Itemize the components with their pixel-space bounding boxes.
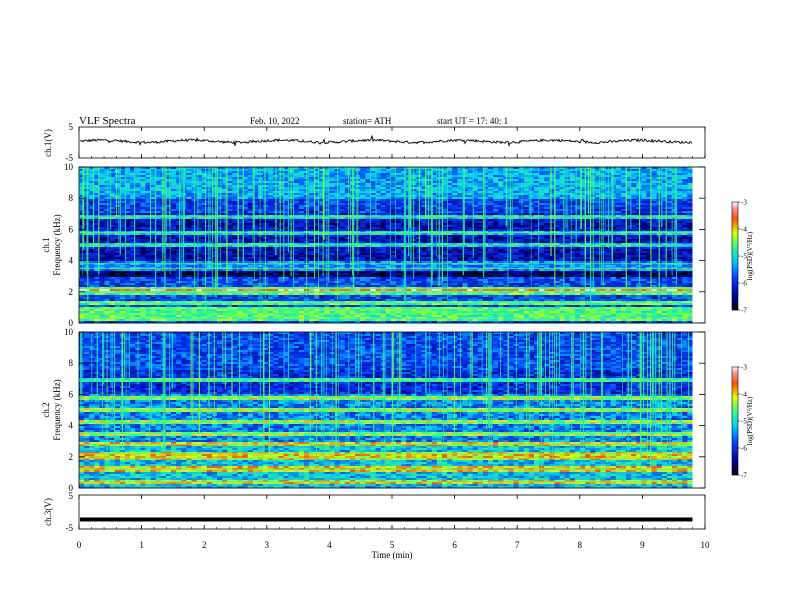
- header-station: station= ATH: [343, 116, 392, 126]
- ch1-waveform-frame: [79, 127, 705, 158]
- ch1-waveform-panel: 5 -5 ch.1(V): [43, 122, 705, 163]
- ch1-waveform-trace: [80, 136, 692, 146]
- ch1-spectrogram-image: [79, 167, 705, 323]
- header-date: Feb. 10, 2022: [250, 116, 300, 126]
- header-start-ut: start UT = 17: 40: 1: [437, 116, 508, 126]
- ch1-waveform-ylabel: ch.1(V): [43, 129, 53, 157]
- vlf-spectra-figure: VLF Spectra Feb. 10, 2022 station= ATH s…: [0, 0, 792, 612]
- figure-title: VLF Spectra: [79, 115, 136, 127]
- ch1-ytick-top: 5: [69, 122, 74, 132]
